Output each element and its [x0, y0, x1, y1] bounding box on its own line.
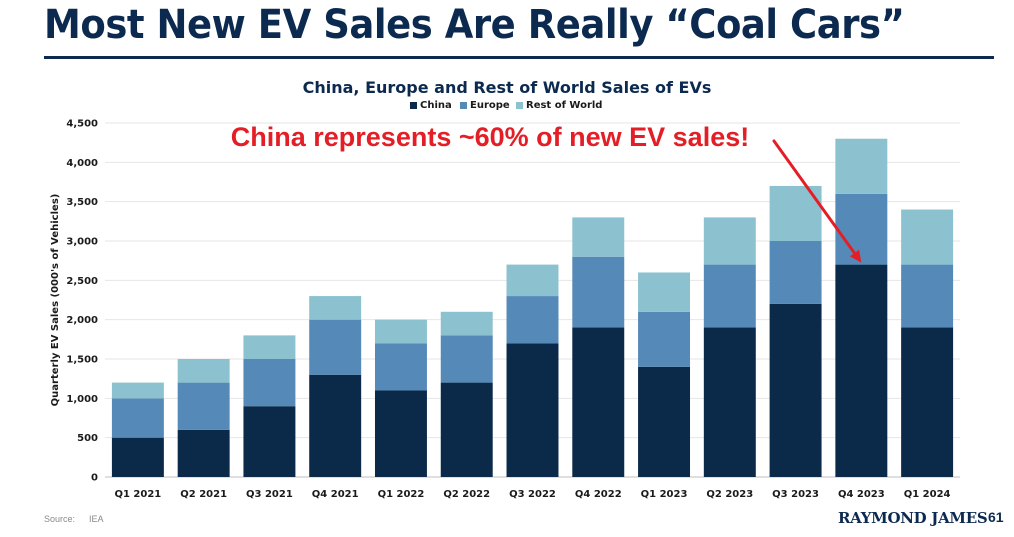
- bar-segment-china: [769, 303, 822, 477]
- bar-segment-china: [374, 390, 427, 477]
- y-tick-label: 2,500: [66, 276, 98, 287]
- y-tick-label: 500: [77, 433, 98, 444]
- y-axis-title: Quarterly EV Sales (000's of Vehicles): [50, 194, 61, 407]
- bar-segment-europe: [703, 264, 756, 328]
- bar-segment-europe: [638, 311, 691, 367]
- x-tick-label: Q2 2022: [443, 489, 490, 500]
- bar-segment-rest-of-world: [703, 217, 756, 265]
- x-tick-label: Q4 2022: [575, 489, 622, 500]
- bar-segment-rest-of-world: [374, 319, 427, 344]
- bar-segment-china: [835, 264, 888, 477]
- bar-segment-europe: [835, 193, 888, 265]
- bar-segment-rest-of-world: [572, 217, 625, 257]
- x-tick-label: Q1 2024: [904, 489, 951, 500]
- legend-label: Rest of World: [526, 100, 602, 111]
- source-note: Source: IEA: [44, 514, 104, 524]
- bar-segment-rest-of-world: [243, 335, 296, 359]
- x-tick-label: Q2 2023: [706, 489, 753, 500]
- annotation-arrow-shaft: [772, 139, 858, 257]
- x-tick-label: Q3 2022: [509, 489, 556, 500]
- x-tick-label: Q2 2021: [180, 489, 227, 500]
- brand-logo-text: RAYMOND JAMES: [838, 509, 988, 527]
- bar-segment-europe: [901, 264, 954, 328]
- source-label: Source:: [44, 514, 76, 524]
- bar-segment-rest-of-world: [309, 296, 362, 320]
- legend-swatch: [460, 102, 467, 109]
- bar-segment-rest-of-world: [901, 209, 954, 265]
- bar-segment-china: [901, 327, 954, 477]
- legend-label: China: [420, 100, 452, 111]
- bar-segment-europe: [309, 319, 362, 375]
- bar-segment-rest-of-world: [638, 272, 691, 312]
- bar-segment-china: [111, 437, 164, 477]
- legend-swatch: [516, 102, 523, 109]
- bar-segment-europe: [177, 382, 230, 430]
- page-number: 61: [988, 509, 1004, 525]
- legend-swatch: [410, 102, 417, 109]
- x-tick-label: Q1 2022: [378, 489, 425, 500]
- bar-segment-europe: [243, 359, 296, 407]
- chart-legend: China Europe Rest of World: [410, 100, 602, 111]
- x-tick-label: Q3 2023: [772, 489, 819, 500]
- x-tick-label: Q1 2023: [641, 489, 688, 500]
- chart-title: China, Europe and Rest of World Sales of…: [303, 78, 712, 97]
- y-tick-label: 1,000: [66, 394, 98, 405]
- annotation-arrow-head: [849, 249, 862, 263]
- bar-segment-china: [309, 374, 362, 477]
- bar-segment-europe: [440, 335, 493, 383]
- y-tick-label: 4,000: [66, 158, 98, 169]
- y-tick-label: 3,500: [66, 197, 98, 208]
- bar-segment-europe: [572, 256, 625, 328]
- headline-underline: [44, 56, 994, 59]
- bar-segment-china: [703, 327, 756, 477]
- bar-segment-europe: [506, 296, 559, 344]
- y-axis: 0 500 1,000 1,500 2,000 2,500 3,000 3,500 4,000 4…: [50, 119, 98, 484]
- bar-segment-rest-of-world: [177, 359, 230, 383]
- x-tick-label: Q3 2021: [246, 489, 293, 500]
- bar-segment-china: [506, 343, 559, 477]
- y-tick-label: 3,000: [66, 237, 98, 248]
- legend-label: Europe: [470, 100, 510, 111]
- source-value: IEA: [89, 514, 104, 524]
- x-tick-label: Q4 2023: [838, 489, 885, 500]
- x-axis: Q1 2021 Q2 2021 Q3 2021 Q4 2021 Q1 2022 Q2 20…: [114, 489, 950, 500]
- bar-segment-rest-of-world: [111, 382, 164, 399]
- bar-segment-rest-of-world: [506, 264, 559, 297]
- bar-segment-china: [572, 327, 625, 477]
- bar-segment-china: [638, 366, 691, 477]
- y-tick-label: 1,500: [66, 355, 98, 366]
- bar-segment-china: [177, 429, 230, 477]
- bar-segment-rest-of-world: [835, 138, 888, 194]
- chart-bars: [111, 138, 954, 477]
- chart-annotation: China represents ~60% of new EV sales!: [231, 122, 862, 263]
- y-tick-label: 4,500: [66, 119, 98, 130]
- bar-segment-china: [243, 406, 296, 477]
- bar-segment-rest-of-world: [440, 311, 493, 336]
- y-tick-label: 2,000: [66, 315, 98, 326]
- x-tick-label: Q4 2021: [312, 489, 359, 500]
- bar-segment-europe: [769, 241, 822, 304]
- bar-segment-europe: [374, 343, 427, 391]
- x-tick-label: Q1 2021: [114, 489, 161, 500]
- annotation-text: China represents ~60% of new EV sales!: [231, 122, 749, 152]
- headline: Most New EV Sales Are Really “Coal Cars”: [44, 2, 905, 48]
- y-tick-label: 0: [91, 473, 98, 484]
- bar-segment-china: [440, 382, 493, 477]
- bar-segment-europe: [111, 398, 164, 438]
